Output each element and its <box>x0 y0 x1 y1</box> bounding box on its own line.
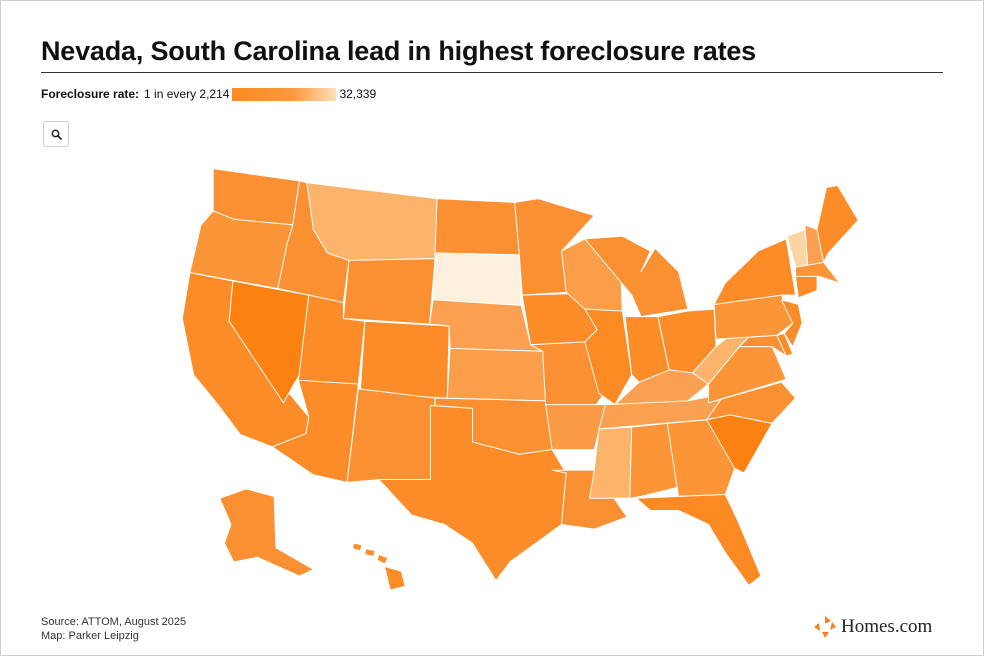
source-line: Source: ATTOM, August 2025 <box>41 616 187 628</box>
state-ar[interactable] <box>545 404 606 451</box>
legend-min-label: 1 in every 2,214 <box>144 87 230 101</box>
homes-logo-icon <box>814 616 836 638</box>
state-de[interactable] <box>776 333 794 357</box>
legend-color-ramp <box>232 87 337 101</box>
state-co[interactable] <box>359 320 450 399</box>
state-nj[interactable] <box>781 299 803 348</box>
us-map <box>181 168 859 590</box>
search-icon <box>51 129 62 140</box>
brand-logo: Homes.com <box>813 615 932 639</box>
title-divider <box>41 72 943 73</box>
color-legend: Foreclosure rate: 1 in every 2,214 32,33… <box>41 87 376 101</box>
state-vt[interactable] <box>786 229 809 268</box>
legend-label: Foreclosure rate: <box>41 87 140 101</box>
state-fl[interactable] <box>635 494 762 586</box>
page-title: Nevada, South Carolina lead in highest f… <box>41 36 756 66</box>
state-nm[interactable] <box>346 388 436 483</box>
state-hi[interactable] <box>352 542 406 590</box>
state-al[interactable] <box>629 422 679 499</box>
state-me[interactable] <box>816 185 859 263</box>
source-note: Source: ATTOM, August 2025 Map: Parker L… <box>41 615 186 643</box>
state-ct[interactable] <box>795 273 818 299</box>
state-wy[interactable] <box>342 258 436 325</box>
state-ks[interactable] <box>446 348 547 402</box>
state-ak[interactable] <box>219 488 314 577</box>
state-md[interactable] <box>738 334 787 357</box>
state-mi[interactable] <box>584 235 689 318</box>
state-il[interactable] <box>584 308 633 406</box>
brand-name: Homes.com <box>841 616 933 637</box>
state-ms[interactable] <box>589 426 633 499</box>
state-tx[interactable] <box>378 405 567 582</box>
state-ny[interactable] <box>713 238 796 305</box>
state-nd[interactable] <box>434 198 520 256</box>
zoom-button[interactable] <box>43 121 69 147</box>
state-mt[interactable] <box>306 182 438 261</box>
credit-line: Map: Parker Leipzig <box>41 630 139 642</box>
state-sd[interactable] <box>432 252 522 306</box>
legend-max-label: 32,339 <box>339 87 377 101</box>
